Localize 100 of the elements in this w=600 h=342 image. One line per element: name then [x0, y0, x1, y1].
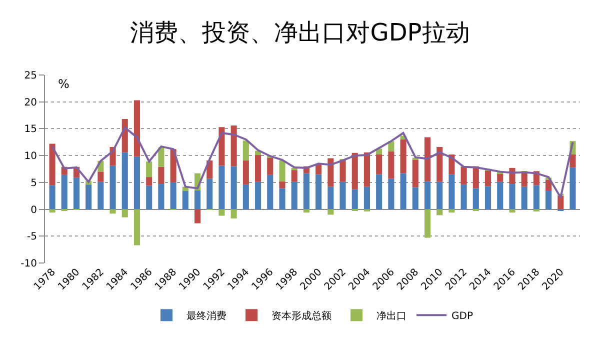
bar: [424, 181, 431, 210]
bar: [98, 182, 104, 210]
bar: [206, 178, 213, 210]
legend-label: GDP: [452, 311, 473, 322]
y-tick-label: -10: [20, 258, 37, 270]
bar: [122, 209, 128, 218]
legend-label: 净出口: [376, 310, 406, 322]
bar: [448, 209, 455, 213]
bar: [460, 184, 467, 210]
bar: [73, 178, 80, 210]
bar: [134, 209, 140, 246]
bar: [376, 154, 382, 174]
y-tick-label: 20: [24, 97, 37, 108]
bar: [303, 173, 310, 210]
bar: [267, 158, 274, 175]
bar: [122, 152, 128, 210]
bar: [436, 209, 443, 216]
bar: [242, 140, 249, 160]
bar: [436, 182, 443, 210]
bar: [230, 125, 237, 166]
y-tick-label: 10: [24, 151, 37, 162]
bar: [364, 186, 370, 210]
bar: [448, 174, 455, 210]
bar: [242, 184, 249, 210]
bar: [472, 188, 479, 210]
bar: [158, 184, 164, 210]
bar: [570, 167, 576, 210]
bar: [558, 196, 564, 210]
bar: [412, 159, 418, 188]
bar: [340, 160, 346, 182]
chart-title: 消费、投资、净出口对GDP拉动: [130, 18, 470, 47]
bar: [436, 146, 443, 182]
bar: [134, 156, 140, 210]
bar: [376, 174, 382, 210]
bar: [279, 188, 286, 210]
bar: [158, 166, 164, 184]
bar: [242, 160, 249, 185]
bar: [49, 185, 56, 210]
bar: [146, 186, 152, 210]
bar: [230, 209, 237, 218]
bar: [424, 137, 431, 182]
bar: [61, 174, 68, 210]
legend-label: 资本形成总额: [272, 310, 332, 322]
bar: [484, 186, 492, 210]
bar: [218, 127, 225, 166]
bar: [472, 166, 479, 188]
bar: [484, 170, 492, 186]
bar: [509, 184, 516, 210]
bar: [388, 178, 394, 210]
bar: [460, 166, 467, 185]
bar: [146, 161, 152, 178]
bar: [291, 182, 298, 210]
bar: [328, 186, 334, 210]
bar: [194, 190, 201, 210]
bar: [364, 152, 370, 187]
bar: [328, 158, 334, 187]
bar: [86, 184, 92, 210]
y-tick-label: 15: [24, 124, 37, 136]
bar: [316, 174, 322, 210]
legend-label: 最终消费: [186, 310, 226, 322]
bar: [194, 209, 201, 224]
bar: [98, 172, 104, 182]
bar: [521, 186, 528, 210]
y-tick-label: 25: [24, 70, 37, 82]
bar: [509, 209, 516, 213]
bar: [218, 166, 225, 210]
bar: [170, 182, 176, 210]
bar: [255, 182, 262, 210]
bar: [110, 166, 116, 210]
bar: [218, 209, 225, 216]
bar: [279, 160, 286, 182]
bar: [255, 155, 262, 182]
bar: [49, 209, 56, 213]
annotation: %: [58, 77, 70, 91]
bar: [303, 209, 310, 213]
bar: [134, 100, 140, 157]
bar: [291, 170, 298, 182]
bar: [279, 181, 286, 188]
line-series: [51, 126, 574, 198]
bar: [230, 166, 237, 210]
bar: [497, 173, 504, 182]
bar: [340, 182, 346, 210]
bar: [546, 180, 552, 190]
bar: [352, 189, 358, 210]
bar: [267, 174, 274, 210]
bar: [570, 154, 576, 168]
bar: [424, 209, 431, 238]
bar: [182, 191, 188, 210]
bar: [110, 209, 116, 214]
bar: [400, 173, 406, 210]
bar: [412, 187, 418, 210]
bar: [146, 177, 152, 186]
bar: [49, 144, 56, 186]
y-tick-label: 5: [30, 178, 37, 189]
bar: [328, 209, 334, 215]
bar: [158, 148, 164, 167]
bar: [533, 185, 540, 210]
bar: [400, 139, 406, 174]
y-tick-label: 0: [30, 204, 37, 216]
bar: [497, 182, 504, 210]
